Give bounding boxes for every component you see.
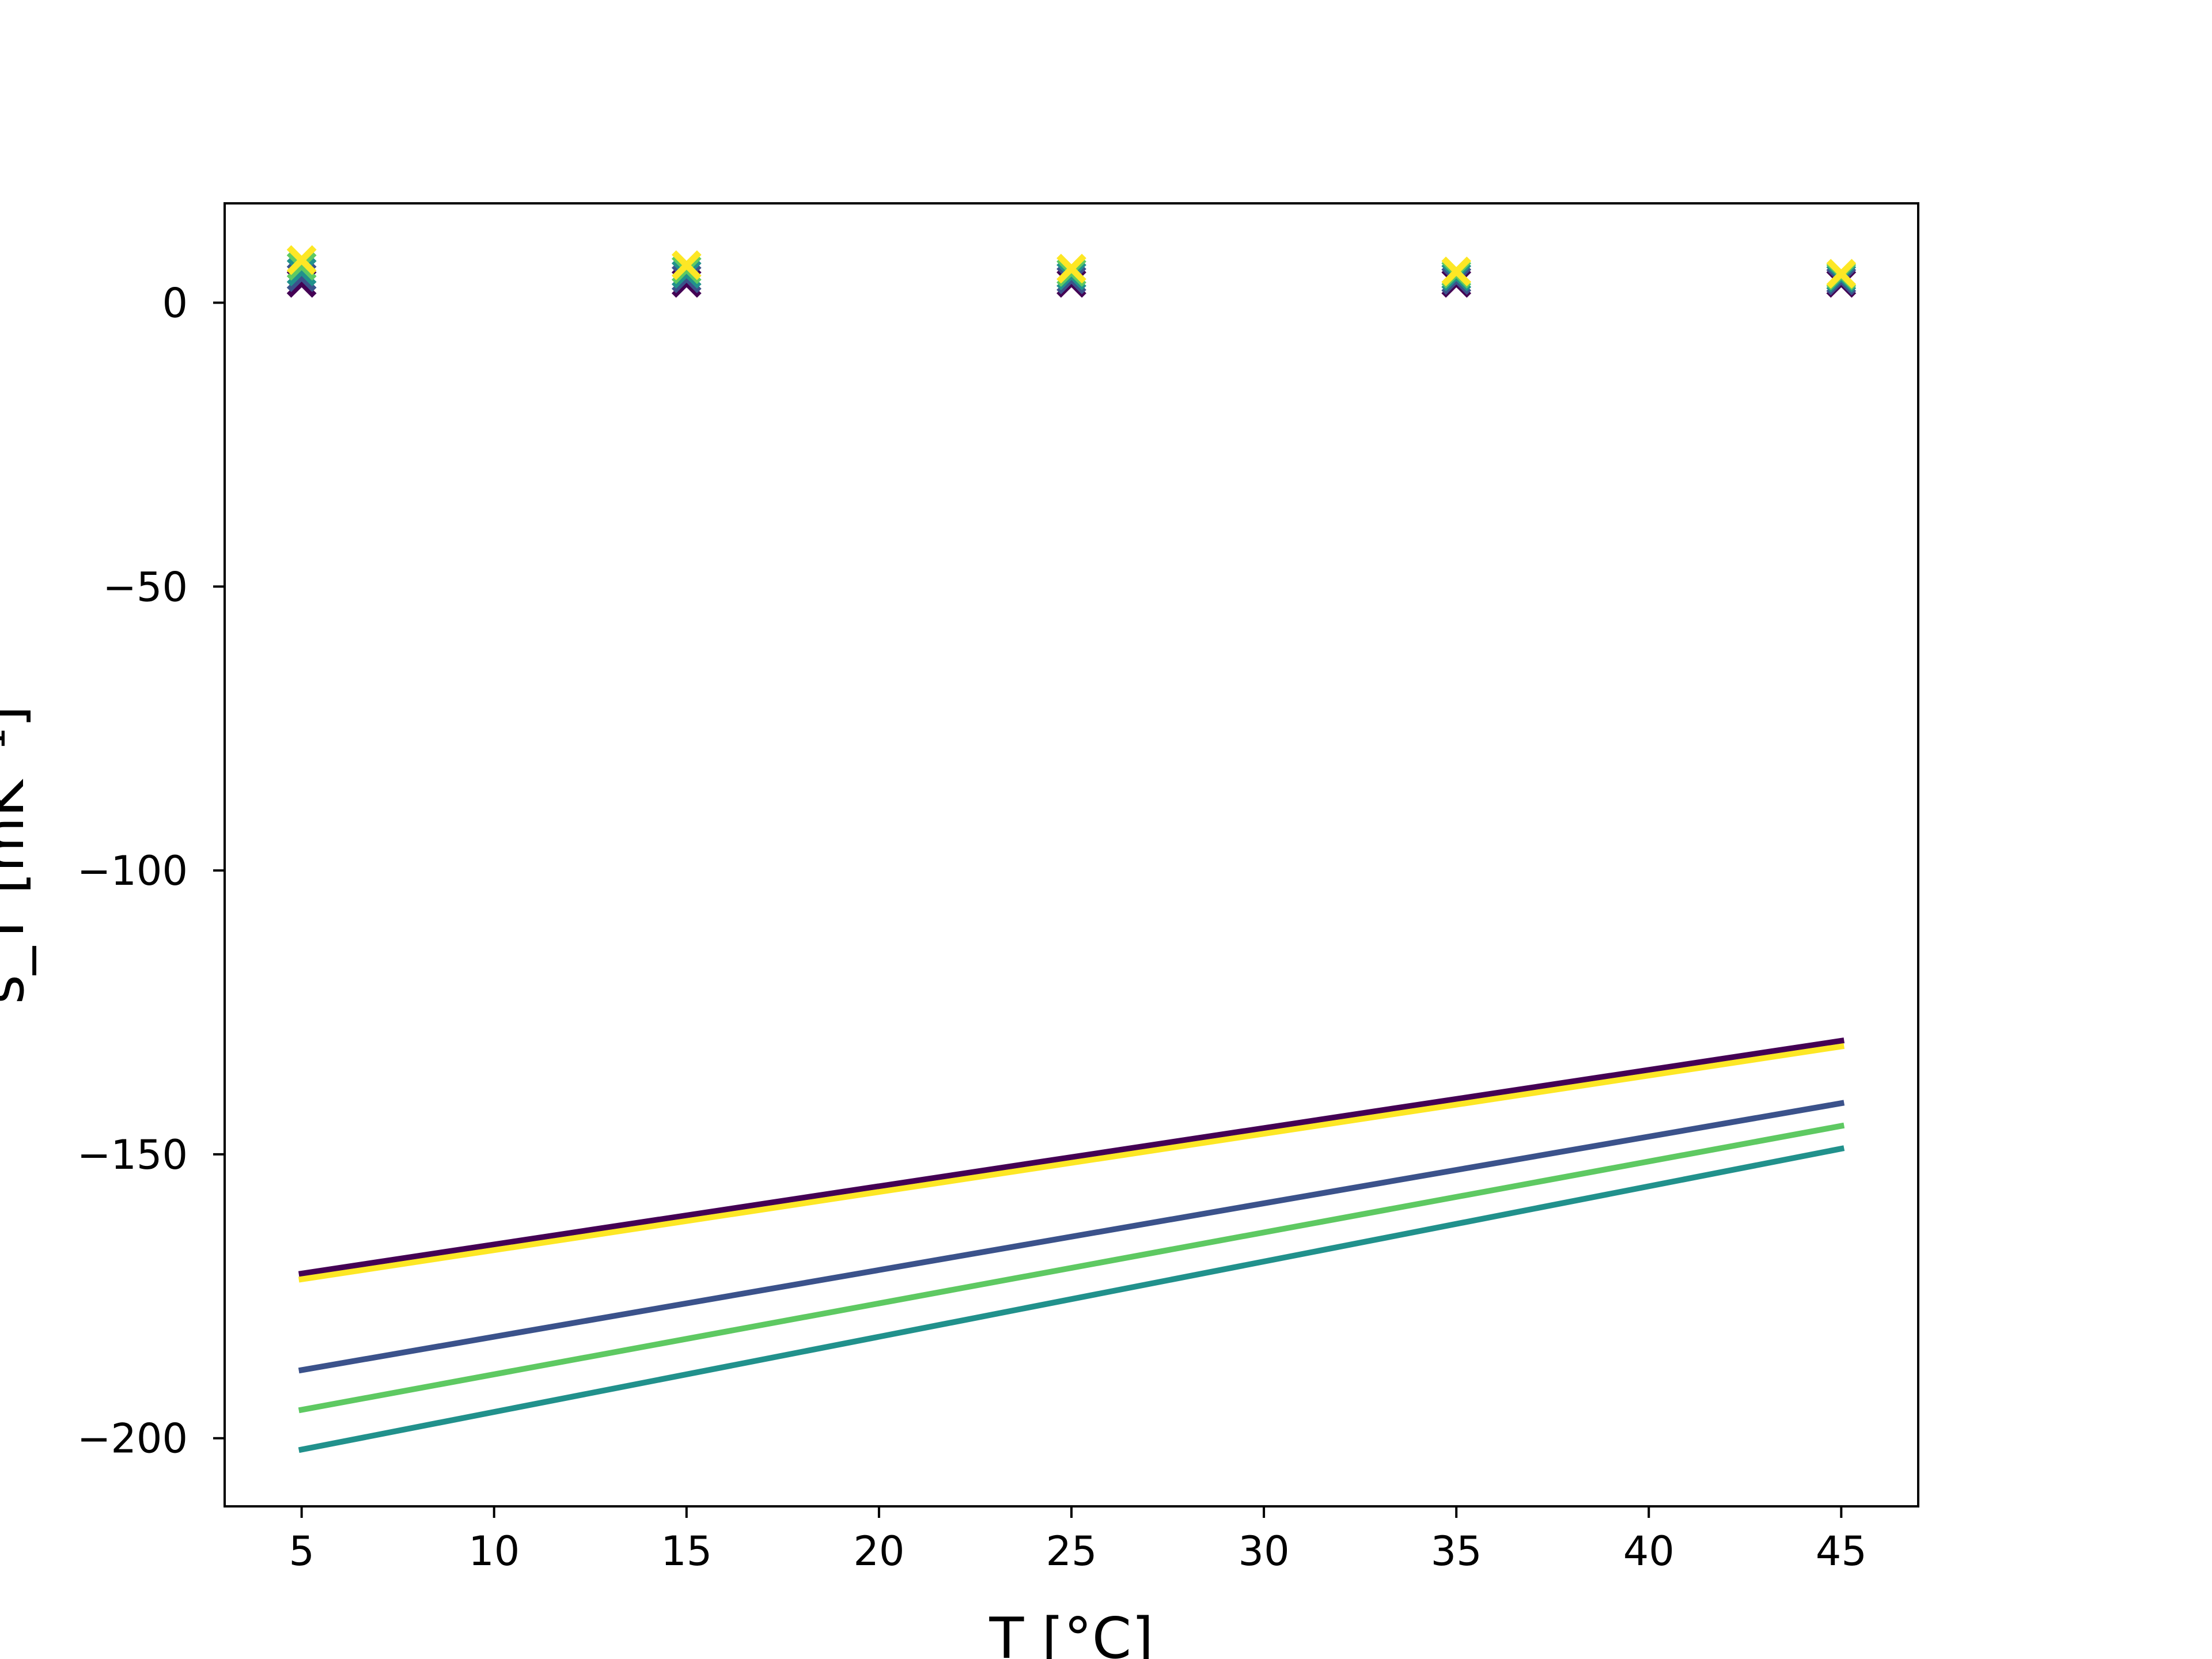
series-line-3 <box>298 1100 1845 1374</box>
x-tick-label: 40 <box>1623 1528 1675 1575</box>
x-marker <box>286 256 317 287</box>
series-line-4 <box>298 1122 1845 1414</box>
y-tick-label: −150 <box>77 1131 188 1179</box>
x-marker <box>1056 253 1086 284</box>
x-axis: 5 10 15 20 25 30 35 40 45 <box>289 1506 1867 1575</box>
y-axis-title: s_T [mK⁻¹] <box>0 706 37 1004</box>
plot-area <box>225 203 1918 1506</box>
x-marker <box>671 250 702 281</box>
series-lines <box>298 1037 1845 1453</box>
x-marker <box>1826 259 1857 289</box>
x-tick-label: 25 <box>1046 1528 1097 1575</box>
x-axis-title: T [°C] <box>989 1606 1154 1659</box>
x-marker <box>671 259 702 289</box>
y-tick-label: −50 <box>103 563 188 611</box>
y-axis: 0 −50 −100 −150 −200 <box>77 279 225 1463</box>
y-tick-label: −200 <box>77 1415 188 1463</box>
x-tick-label: 35 <box>1431 1528 1482 1575</box>
x-tick-label: 20 <box>853 1528 904 1575</box>
series-line-5 <box>298 1145 1845 1453</box>
x-tick-label: 5 <box>289 1528 315 1575</box>
x-marker <box>1441 256 1472 287</box>
x-tick-label: 15 <box>661 1528 712 1575</box>
data-markers <box>286 245 1857 298</box>
series-line-1 <box>298 1037 1845 1277</box>
x-marker <box>286 251 317 281</box>
x-marker <box>286 245 317 275</box>
y-tick-label: −100 <box>77 847 188 895</box>
x-tick-label: 45 <box>1816 1528 1867 1575</box>
x-tick-label: 30 <box>1238 1528 1290 1575</box>
series-line-2 <box>298 1043 1845 1283</box>
y-tick-label: 0 <box>162 279 188 327</box>
x-tick-label: 10 <box>468 1528 520 1575</box>
